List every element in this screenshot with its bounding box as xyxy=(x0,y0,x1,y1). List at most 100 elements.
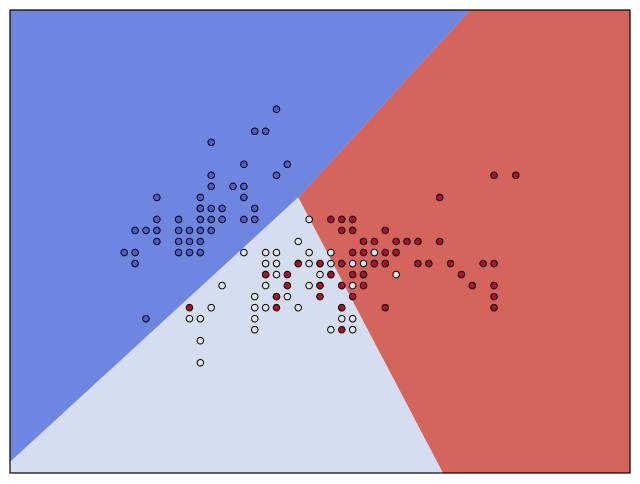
class-2-point xyxy=(337,281,346,290)
class-2-point xyxy=(381,259,390,268)
class-2-point xyxy=(490,281,498,290)
class-1-point xyxy=(370,248,379,257)
class-0-point xyxy=(207,138,216,147)
class-0-point xyxy=(240,215,248,224)
class-0-point xyxy=(174,226,183,235)
class-2-point xyxy=(479,259,487,268)
class-2-point xyxy=(359,281,368,290)
class-2-point xyxy=(414,237,422,246)
class-0-point xyxy=(272,105,281,114)
class-1-point xyxy=(348,314,357,323)
class-2-point xyxy=(381,248,390,257)
class-2-point xyxy=(337,325,346,334)
class-2-point xyxy=(446,259,455,268)
class-2-point xyxy=(348,248,357,257)
class-0-point xyxy=(185,237,194,246)
class-0-point xyxy=(174,237,183,246)
class-1-point xyxy=(250,314,259,323)
class-1-point xyxy=(294,237,303,246)
class-0-region xyxy=(10,10,471,462)
class-0-point xyxy=(131,259,139,268)
decision-regions xyxy=(10,10,630,473)
class-2-point xyxy=(348,226,357,235)
class-0-point xyxy=(250,127,259,136)
class-0-point xyxy=(153,226,161,235)
class-1-point xyxy=(261,248,270,257)
class-2-point xyxy=(316,292,324,301)
class-2-point xyxy=(381,226,390,235)
class-0-point xyxy=(196,204,205,213)
class-0-point xyxy=(207,215,216,224)
class-2-point xyxy=(490,259,498,268)
class-1-point xyxy=(305,281,313,290)
class-2-point xyxy=(370,259,379,268)
class-1-point xyxy=(196,314,205,323)
class-2-point xyxy=(468,281,477,290)
class-1-point xyxy=(348,325,357,334)
class-0-point xyxy=(153,215,161,224)
class-2-point xyxy=(327,215,335,224)
class-0-point xyxy=(153,193,161,202)
class-2-point xyxy=(359,270,368,279)
class-2-point xyxy=(359,237,368,246)
class-1-point xyxy=(305,259,313,268)
class-2-point xyxy=(392,248,400,257)
class-2-point xyxy=(316,259,324,268)
class-1-point xyxy=(185,314,194,323)
class-1-point xyxy=(392,270,400,279)
class-0-point xyxy=(218,204,226,213)
class-1-point xyxy=(250,325,259,334)
class-1-point xyxy=(196,358,205,367)
class-0-point xyxy=(240,160,248,169)
class-2-point xyxy=(490,171,498,180)
class-1-point xyxy=(348,259,357,268)
class-1-point xyxy=(305,248,313,257)
class-0-point xyxy=(207,182,216,191)
class-1-point xyxy=(240,248,248,257)
class-1-region xyxy=(10,197,443,473)
class-0-point xyxy=(196,248,205,257)
class-0-point xyxy=(120,248,129,257)
class-0-point xyxy=(207,204,216,213)
class-2-point xyxy=(392,237,400,246)
class-0-point xyxy=(240,193,248,202)
class-2-point xyxy=(337,226,346,235)
class-2-point xyxy=(490,303,498,312)
class-2-point xyxy=(457,270,466,279)
class-1-point xyxy=(305,215,313,224)
class-2-point xyxy=(283,281,292,290)
class-2-point xyxy=(414,259,422,268)
class-2-point xyxy=(370,237,379,246)
class-0-point xyxy=(196,215,205,224)
class-2-point xyxy=(185,303,194,312)
class-1-point xyxy=(272,248,281,257)
class-2-series xyxy=(185,171,520,334)
class-2-point xyxy=(359,248,368,257)
class-0-point xyxy=(174,248,183,257)
class-0-series xyxy=(120,105,292,323)
class-1-point xyxy=(283,292,292,301)
class-1-point xyxy=(250,303,259,312)
class-1-point xyxy=(250,292,259,301)
class-0-point xyxy=(153,237,161,246)
class-0-point xyxy=(131,226,139,235)
class-1-point xyxy=(272,270,281,279)
class-1-point xyxy=(261,303,270,312)
class-1-point xyxy=(272,259,281,268)
class-1-point xyxy=(327,259,335,268)
class-0-point xyxy=(283,160,292,169)
class-1-point xyxy=(261,259,270,268)
class-2-point xyxy=(337,259,346,268)
class-0-point xyxy=(250,204,259,213)
class-2-region xyxy=(298,10,630,473)
class-2-point xyxy=(348,215,357,224)
class-0-point xyxy=(207,226,216,235)
class-2-point xyxy=(316,281,324,290)
class-2-point xyxy=(435,237,444,246)
class-1-point xyxy=(327,325,335,334)
class-2-point xyxy=(511,171,520,180)
class-0-point xyxy=(207,171,216,180)
class-2-point xyxy=(435,193,444,202)
class-2-point xyxy=(403,237,411,246)
